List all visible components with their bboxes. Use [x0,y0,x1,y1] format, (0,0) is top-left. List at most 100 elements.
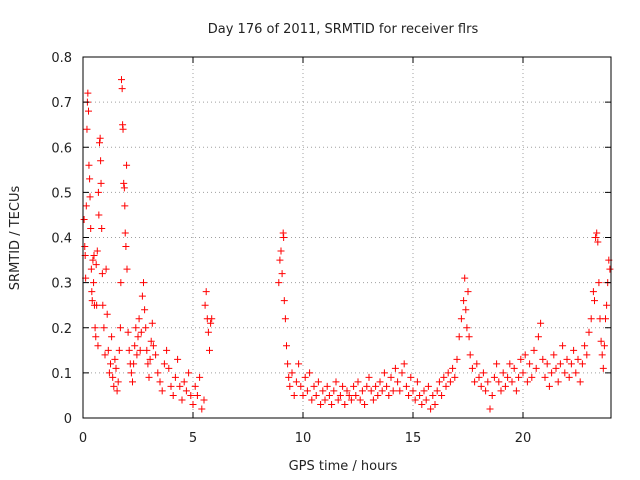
y-tick-label: 0.6 [51,141,72,156]
data-point [281,315,289,323]
data-point [563,355,571,363]
data-point [548,369,556,377]
data-point [594,238,602,246]
data-point [133,351,141,359]
data-point [528,373,536,381]
data-point [578,360,586,368]
data-point [323,382,331,390]
data-point [576,378,584,386]
data-point [152,351,160,359]
data-point [477,382,485,390]
y-tick-label: 0.1 [51,367,72,382]
data-point [429,391,437,399]
data-point [90,279,98,287]
data-point [532,364,540,372]
data-point [114,378,122,386]
data-point [120,184,128,192]
data-point [383,382,391,390]
data-point [593,229,601,237]
data-point [101,351,109,359]
y-axis-label: SRMTID / TECUs [8,186,23,291]
data-point [208,315,216,323]
data-point [88,297,96,305]
grid-lines [83,57,611,418]
data-point [595,279,603,287]
data-point [462,306,470,314]
data-point [115,346,123,354]
data-point [433,387,441,395]
data-point [504,373,512,381]
data-point [473,360,481,368]
data-point [81,243,89,251]
data-point [541,373,549,381]
data-point [606,265,614,273]
data-point [206,346,213,354]
data-point [312,391,320,399]
data-point [561,369,569,377]
data-point [394,378,402,386]
data-point [550,351,558,359]
y-tick-labels: 0 0.1 0.2 0.3 0.4 0.5 0.6 0.7 0.8 [51,51,72,427]
data-point [534,333,542,341]
data-point [556,360,564,368]
data-point [86,175,94,183]
data-point [290,391,298,399]
data-point [97,157,105,165]
x-tick-label: 10 [295,431,312,446]
data-point [378,387,386,395]
data-point [88,288,96,296]
data-point [398,369,406,377]
data-point [444,369,452,377]
data-point [92,333,100,341]
data-point [354,378,362,386]
data-point [131,342,139,350]
data-point [86,193,94,201]
data-point [93,247,101,255]
data-point [109,373,117,381]
data-point [493,360,501,368]
data-point [567,360,575,368]
data-point [332,378,340,386]
data-point [303,387,311,395]
data-point [127,369,135,377]
data-point [488,391,496,399]
data-point [111,355,119,363]
data-point [427,405,435,413]
data-point [165,364,173,372]
data-point [530,346,538,354]
data-point [424,382,432,390]
data-point [598,351,606,359]
data-point [330,387,338,395]
data-point [356,396,364,404]
data-point [129,378,136,386]
chart-title: Day 176 of 2011, SRMTID for receiver flr… [208,22,479,37]
data-point [110,382,118,390]
data-point [591,297,598,305]
data-point [438,391,446,399]
data-point [83,125,91,133]
data-point [178,396,186,404]
data-point [96,139,103,147]
data-point [123,161,131,169]
data-point [90,252,98,260]
data-point [396,387,404,395]
data-point [512,387,520,395]
data-point [380,369,388,377]
data-point [80,215,88,223]
data-point [526,360,534,368]
data-point [116,324,124,332]
data-point [138,292,146,300]
data-point [431,400,439,408]
data-point [523,378,531,386]
data-point [123,265,131,273]
data-point [400,360,408,368]
data-point [347,396,355,404]
data-point [460,297,468,305]
data-point [465,333,473,341]
data-point [121,229,129,237]
data-point [176,382,184,390]
data-point [405,391,413,399]
data-point [137,328,145,336]
data-point [466,351,474,359]
data-point [108,333,116,341]
